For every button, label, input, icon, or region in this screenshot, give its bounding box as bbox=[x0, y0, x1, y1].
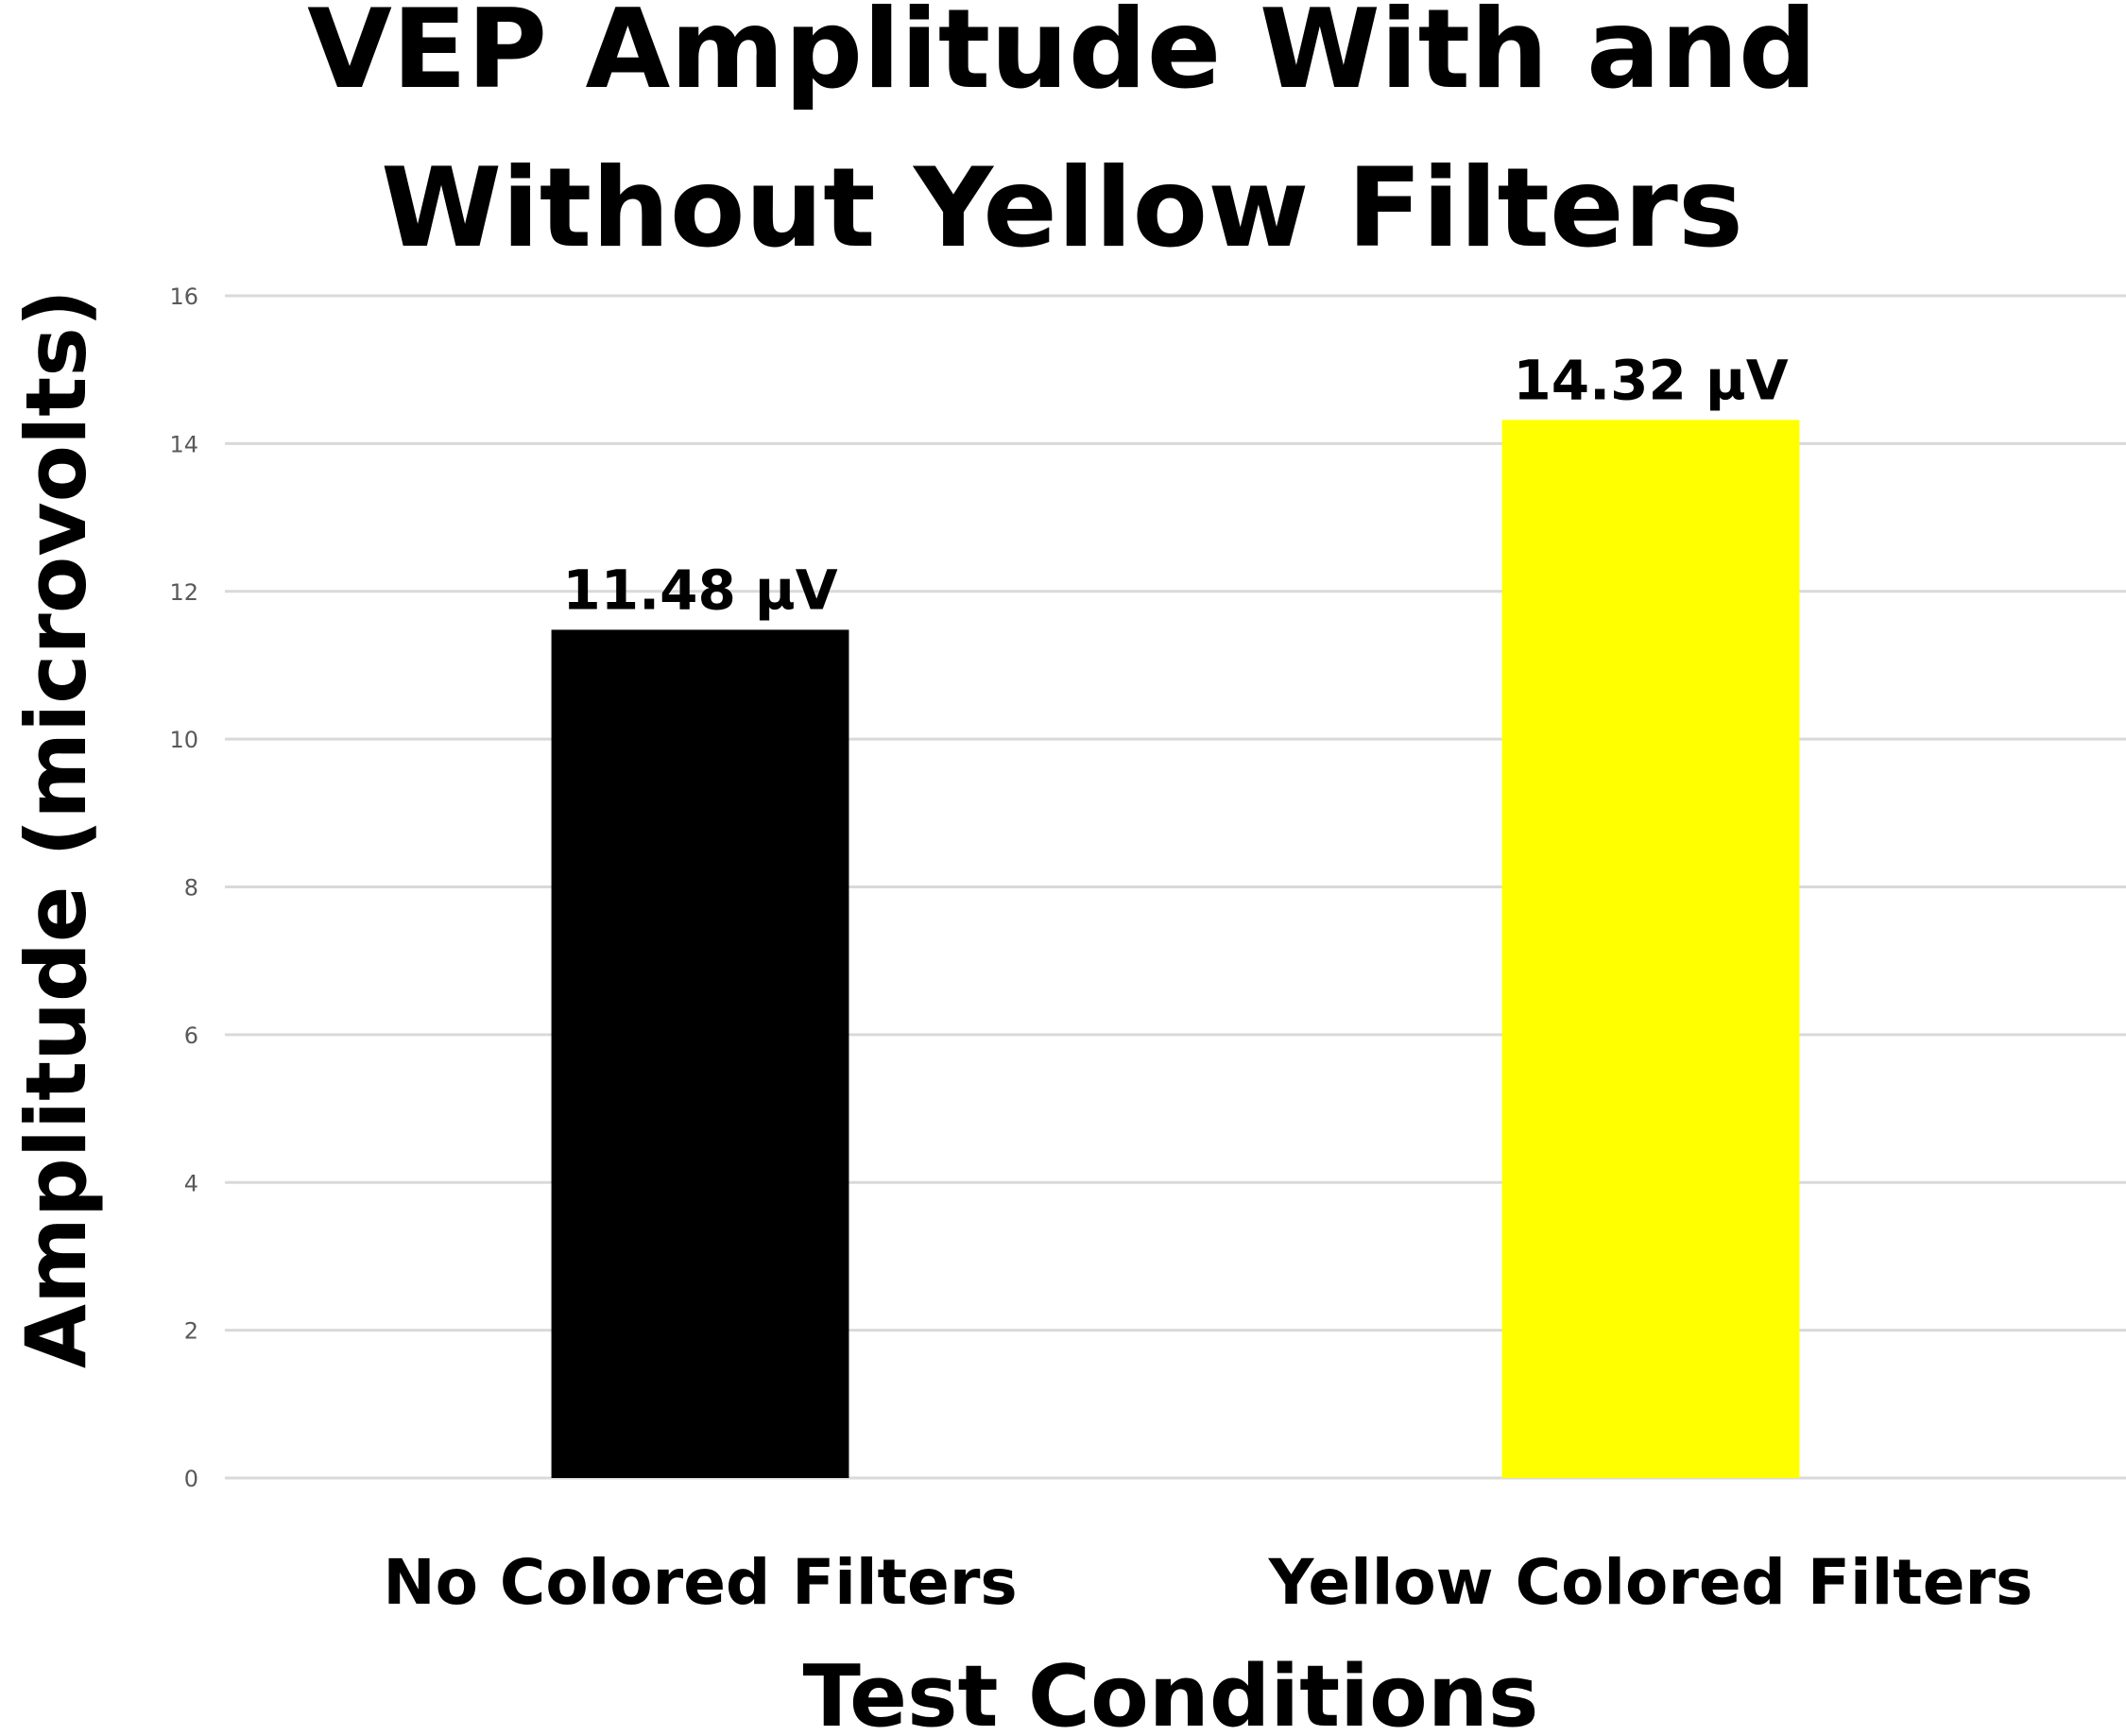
chart-title-line-2: Without Yellow Filters bbox=[381, 145, 1743, 272]
y-tick-label: 6 bbox=[184, 1023, 198, 1049]
data-labels: 11.48 µV 14.32 µV bbox=[562, 348, 1788, 622]
y-axis-ticks: 0 2 4 6 8 10 12 14 16 bbox=[169, 284, 198, 1492]
bar bbox=[551, 629, 849, 1478]
data-label: 11.48 µV bbox=[562, 558, 837, 622]
x-axis-categories: No Colored Filters Yellow Colored Filters bbox=[383, 1546, 2032, 1619]
x-category-label: Yellow Colored Filters bbox=[1268, 1546, 2033, 1619]
y-tick-label: 8 bbox=[184, 875, 198, 902]
gridlines bbox=[225, 294, 2126, 1480]
y-axis-title: Amplitude (microvolts) bbox=[8, 289, 105, 1368]
data-label: 14.32 µV bbox=[1513, 348, 1788, 412]
y-tick-label: 2 bbox=[184, 1318, 198, 1345]
bar bbox=[1501, 420, 1800, 1479]
y-tick-label: 0 bbox=[184, 1466, 198, 1492]
y-tick-label: 12 bbox=[169, 579, 198, 606]
chart-title-line-1: VEP Amplitude With and bbox=[307, 0, 1817, 113]
x-category-label: No Colored Filters bbox=[383, 1546, 1017, 1619]
bars bbox=[551, 420, 1800, 1479]
y-tick-label: 14 bbox=[169, 431, 198, 457]
x-axis-title: Test Conditions bbox=[803, 1647, 1539, 1736]
y-tick-label: 16 bbox=[169, 284, 198, 310]
y-tick-label: 10 bbox=[169, 727, 198, 753]
y-tick-label: 4 bbox=[184, 1170, 198, 1196]
